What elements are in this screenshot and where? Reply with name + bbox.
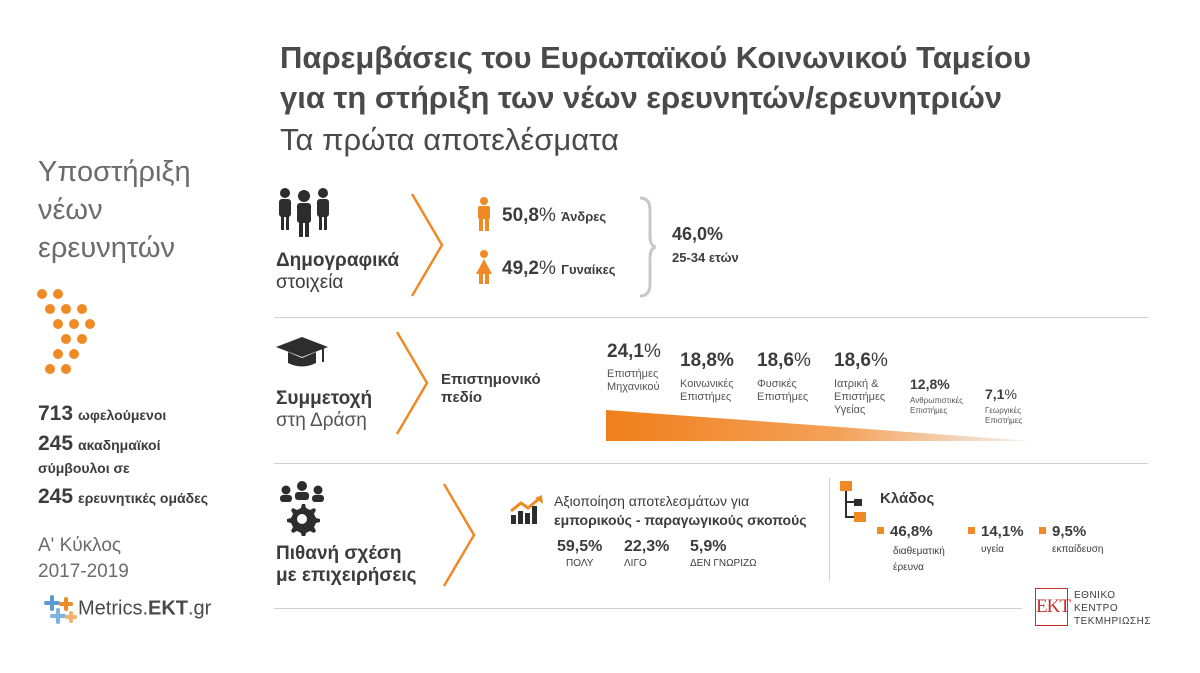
answer-label: ΠΟΛΥ bbox=[566, 558, 594, 569]
men-stat: 50,8% Άνδρες bbox=[502, 205, 607, 226]
field-value: 18,6% bbox=[757, 350, 811, 371]
women-label: Γυναίκες bbox=[561, 262, 616, 277]
sector-label: εκπαίδευση bbox=[1052, 544, 1104, 555]
age-label: 25-34 ετών bbox=[672, 250, 739, 265]
women-stat: 49,2% Γυναίκες bbox=[502, 258, 616, 279]
field-caption: Επιστήμες Μηχανικού bbox=[607, 368, 660, 393]
divider bbox=[274, 317, 1148, 318]
stat-advisors-cont: σύμβουλοι σε bbox=[38, 460, 130, 476]
page-subtitle: Τα πρώτα αποτελέσματα bbox=[280, 122, 619, 157]
answer-value: 5,9% bbox=[690, 538, 727, 555]
vertical-divider bbox=[829, 478, 830, 581]
female-icon bbox=[476, 250, 492, 284]
demographics-label: Δημογραφικά στοιχεία bbox=[276, 250, 399, 294]
divider bbox=[274, 608, 1022, 609]
sector-value: 14,1% bbox=[968, 523, 1024, 540]
chevron-right-icon bbox=[395, 331, 429, 435]
participation-label-line: στη Δράση bbox=[276, 410, 367, 431]
team-gear-icon bbox=[280, 481, 324, 536]
cycle-years: 2017-2019 bbox=[38, 561, 129, 582]
field-label-line: Επιστημονικό bbox=[441, 371, 541, 388]
sidebar-title-line: Υποστήριξη bbox=[38, 156, 191, 188]
growth-chart-icon bbox=[510, 495, 543, 524]
cycle-line: Α' Κύκλος bbox=[38, 535, 122, 556]
sidebar-title-line: νέων bbox=[38, 194, 103, 226]
metrics-text: Metrics.EKT.gr bbox=[78, 597, 212, 620]
metrics-plus-icon bbox=[44, 595, 77, 624]
field-value: 18,6% bbox=[834, 350, 888, 371]
field-value: 24,1% bbox=[607, 341, 661, 362]
field-value: 12,8% bbox=[910, 376, 950, 392]
field-value: 7,1% bbox=[985, 386, 1017, 402]
business-label-line: Πιθανή σχέση bbox=[276, 543, 402, 564]
title-line-1: Παρεμβάσεις του Ευρωπαϊκού Κοινωνικού Τα… bbox=[280, 40, 1032, 75]
utilization-label-2: εμπορικούς - παραγωγικούς σκοπούς bbox=[554, 512, 807, 528]
ekt-name: ΕΘΝΙΚΟ ΚΕΝΤΡΟ ΤΕΚΜΗΡΙΩΣΗΣ bbox=[1074, 590, 1152, 627]
sector-title: Κλάδος bbox=[880, 490, 935, 507]
orange-square-icon bbox=[968, 527, 975, 534]
dots-arrow-icon bbox=[37, 289, 95, 374]
cycle-label: Α' Κύκλος 2017-2019 bbox=[38, 533, 129, 585]
business-label: Πιθανή σχέση με επιχειρήσεις bbox=[276, 543, 417, 587]
ekt-logo[interactable]: EKT bbox=[1035, 588, 1071, 626]
male-icon bbox=[478, 197, 490, 231]
field-value: 18,8% bbox=[680, 350, 734, 371]
stat-advisors: 245 ακαδημαϊκοί bbox=[38, 432, 161, 455]
sidebar-title: Υποστήριξη νέων ερευνητών bbox=[38, 153, 191, 267]
demographics-label-line: στοιχεία bbox=[276, 272, 344, 293]
sector-value: 46,8% bbox=[877, 523, 933, 540]
field-caption: Κοινωνικές Επιστήμες bbox=[680, 378, 734, 403]
sector-value: 9,5% bbox=[1039, 523, 1086, 540]
business-label-line: με επιχειρήσεις bbox=[276, 565, 417, 586]
sector-label: διαθεματική έρευνα bbox=[893, 546, 945, 573]
answer-label: ΔΕΝ ΓΝΩΡΙΖΩ bbox=[690, 558, 757, 569]
divider bbox=[274, 463, 1148, 464]
sidebar-title-line: ερευνητών bbox=[38, 232, 176, 264]
people-group-icon bbox=[279, 188, 329, 237]
demographics-label-line: Δημογραφικά bbox=[276, 250, 400, 271]
participation-label: Συμμετοχή στη Δράση bbox=[276, 388, 372, 432]
answer-value: 22,3% bbox=[624, 538, 670, 555]
title-line-2: για τη στήριξη των νέων ερευνητών/ερευνη… bbox=[280, 80, 1003, 115]
field-distribution-wedge bbox=[606, 410, 1032, 441]
brace-icon bbox=[639, 196, 656, 298]
graduation-cap-icon bbox=[276, 337, 328, 367]
chevron-right-icon bbox=[410, 193, 444, 297]
answer-value: 59,5% bbox=[557, 538, 603, 555]
participation-label-line: Συμμετοχή bbox=[276, 388, 373, 409]
orange-square-icon bbox=[877, 527, 884, 534]
field-label-line: πεδίο bbox=[441, 389, 483, 406]
field-caption: Ιατρική & Επιστήμες Υγείας bbox=[834, 378, 886, 416]
hierarchy-icon bbox=[840, 481, 866, 522]
answer-label: ΛΙΓΟ bbox=[624, 558, 647, 569]
field-caption: Γεωργικές Επιστήμες bbox=[985, 406, 1023, 425]
field-caption: Φυσικές Επιστήμες bbox=[757, 378, 809, 403]
stat-beneficiaries: 713 ωφελούμενοι bbox=[38, 402, 167, 425]
age-value: 46,0% bbox=[672, 224, 724, 244]
utilization-label-1: Αξιοποίηση αποτελεσμάτων για bbox=[554, 493, 750, 509]
stat-teams: 245 ερευνητικές ομάδες bbox=[38, 485, 209, 508]
field-label: Επιστημονικό πεδίο bbox=[441, 371, 541, 407]
orange-square-icon bbox=[1039, 527, 1046, 534]
field-caption: Ανθρωπιστικές Επιστήμες bbox=[910, 396, 963, 415]
men-label: Άνδρες bbox=[561, 209, 607, 224]
page-title: Παρεμβάσεις του Ευρωπαϊκού Κοινωνικού Τα… bbox=[280, 38, 1031, 118]
chevron-right-icon bbox=[442, 483, 476, 587]
metrics-logo[interactable]: Metrics.EKT.gr bbox=[44, 594, 211, 624]
sector-label: υγεία bbox=[981, 544, 1004, 555]
